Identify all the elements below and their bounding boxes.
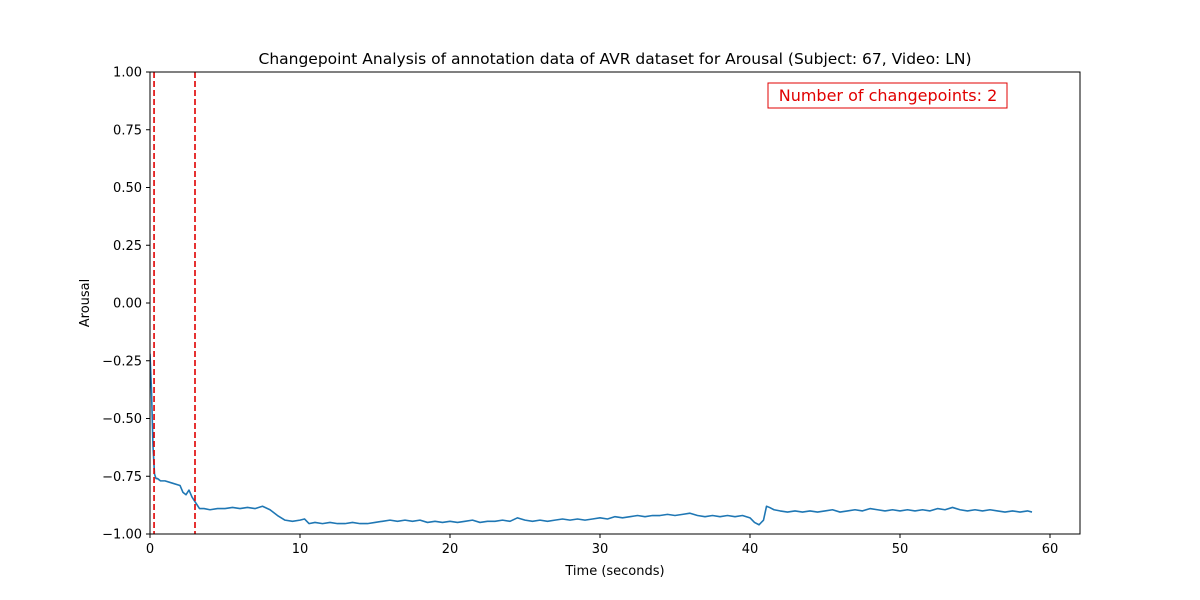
x-tick-label-30: 30	[592, 542, 609, 557]
axes: 0 10 20 30 40 50 60 −1.00 −0.75 −0.50 −0.25 0.00 0.2…	[102, 66, 1081, 557]
changepoint-count-label: Number of changepoints: 2	[779, 86, 998, 105]
annotation-layer: Number of changepoints: 2	[767, 82, 1008, 109]
y-tick-label-3: −0.25	[102, 354, 142, 369]
x-tick-label-10: 10	[292, 542, 309, 557]
x-tick-label-0: 0	[146, 542, 154, 557]
y-tick-label-6: 0.50	[113, 181, 142, 196]
x-axis-label: Time (seconds)	[564, 564, 664, 579]
y-axis-label: Arousal	[78, 279, 93, 328]
x-tick-label-50: 50	[892, 542, 909, 557]
x-tick-label-20: 20	[442, 542, 459, 557]
y-tick-label-7: 0.75	[113, 123, 142, 138]
y-tick-label-8: 1.00	[113, 66, 142, 81]
x-tick-label-40: 40	[742, 542, 759, 557]
chart-title: Changepoint Analysis of annotation data …	[259, 50, 972, 68]
y-tick-label-1: −0.75	[102, 470, 142, 485]
changepoint-count-box	[767, 82, 1008, 109]
y-tick-label-4: 0.00	[113, 297, 142, 312]
series-line-0	[150, 353, 1033, 526]
y-tick-label-2: −0.50	[102, 412, 142, 427]
plot-area	[150, 72, 1033, 534]
y-tick-label-5: 0.25	[113, 239, 142, 254]
y-tick-label-0: −1.00	[102, 528, 142, 543]
x-tick-label-60: 60	[1042, 542, 1059, 557]
